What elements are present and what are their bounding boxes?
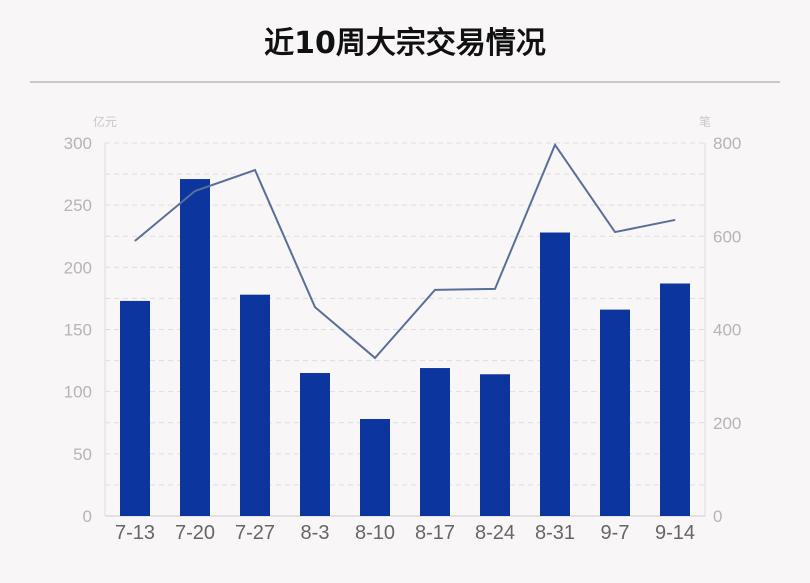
x-tick-label: 7-20: [175, 522, 215, 544]
title-divider: [30, 81, 780, 83]
left-axis-unit: 亿元: [93, 114, 117, 129]
line-point: [434, 289, 436, 291]
left-tick-label: 250: [64, 196, 92, 215]
left-tick-label: 0: [83, 507, 92, 526]
bar: [420, 368, 450, 516]
right-tick-label: 200: [713, 414, 741, 433]
line-series: [134, 142, 676, 360]
x-tick-label: 8-31: [535, 522, 575, 544]
bar: [480, 374, 510, 516]
line-point: [674, 219, 676, 221]
line-point: [314, 306, 316, 308]
right-tick-label: 800: [713, 134, 741, 153]
x-tick-label: 8-17: [415, 522, 455, 544]
bar: [660, 283, 690, 516]
line-point: [614, 231, 616, 233]
left-tick-label: 100: [64, 383, 92, 402]
right-tick-label: 400: [713, 321, 741, 340]
bar: [120, 300, 150, 516]
x-tick-label: 9-7: [601, 522, 630, 544]
x-tick-label: 8-3: [301, 522, 330, 544]
right-tick-label: 600: [713, 227, 741, 246]
bar: [240, 294, 270, 516]
bar: [180, 179, 210, 516]
line-point: [134, 240, 136, 242]
bar: [540, 232, 570, 516]
line-point: [554, 144, 556, 146]
bar: [300, 373, 330, 516]
bar: [360, 419, 390, 516]
chart-title: 近10周大宗交易情况: [264, 26, 546, 61]
bar: [600, 309, 630, 516]
right-tick-label: 0: [713, 507, 722, 526]
left-tick-label: 50: [73, 445, 92, 464]
line-point: [494, 288, 496, 290]
left-tick-label: 300: [64, 134, 92, 153]
x-tick-label: 7-13: [115, 522, 155, 544]
x-tick-label: 9-14: [655, 522, 695, 544]
x-tick-label: 8-10: [355, 522, 395, 544]
left-tick-label: 200: [64, 258, 92, 277]
x-tick-label: 7-27: [235, 522, 275, 544]
line-point: [254, 169, 256, 171]
x-tick-label: 8-24: [475, 522, 515, 544]
left-tick-label: 150: [64, 321, 92, 340]
line-point: [194, 190, 196, 192]
right-axis-unit: 笔: [699, 114, 711, 129]
line-point: [374, 357, 376, 359]
